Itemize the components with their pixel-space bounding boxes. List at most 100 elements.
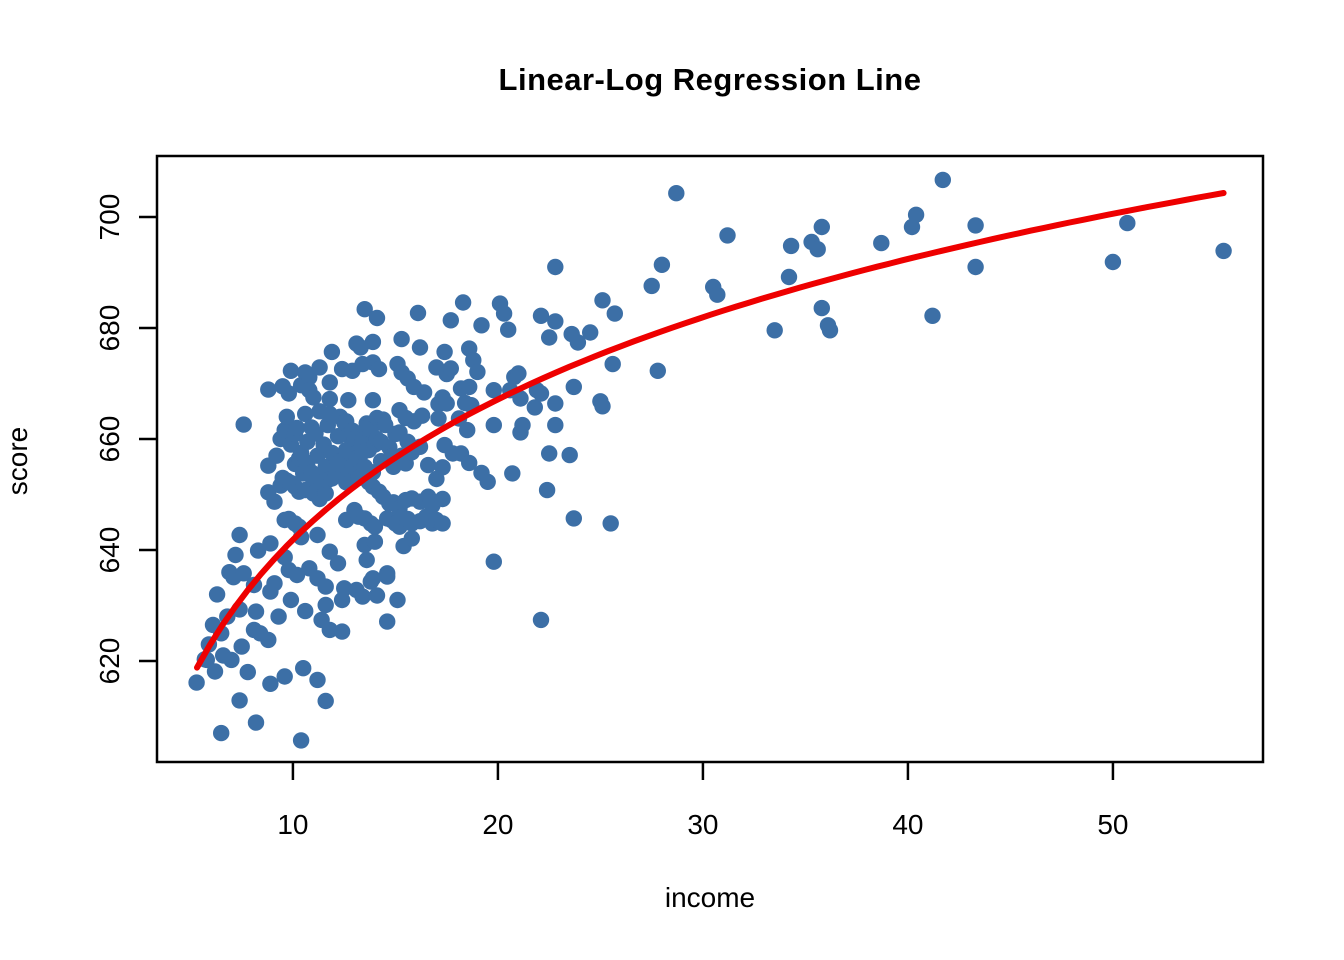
data-point xyxy=(643,277,660,295)
data-point xyxy=(292,732,310,749)
data-point xyxy=(434,515,451,532)
data-point xyxy=(495,305,513,322)
regression-line xyxy=(194,190,1227,671)
data-point xyxy=(438,395,455,412)
data-point xyxy=(282,362,300,379)
data-point xyxy=(231,526,248,544)
data-point xyxy=(1104,253,1122,271)
data-point xyxy=(297,602,314,620)
data-point xyxy=(393,330,410,348)
y-axis-tick-label: 640 xyxy=(94,527,125,574)
data-point xyxy=(309,671,326,689)
data-point xyxy=(461,454,478,472)
data-point xyxy=(924,307,941,324)
data-point xyxy=(260,631,277,649)
data-point xyxy=(1215,242,1232,260)
data-point xyxy=(434,459,451,476)
y-axis-tick-label: 620 xyxy=(94,638,125,685)
data-point xyxy=(317,578,334,595)
data-point xyxy=(188,674,205,691)
data-point xyxy=(510,365,527,382)
data-point xyxy=(321,374,338,391)
data-point xyxy=(766,322,783,339)
data-point xyxy=(653,256,671,273)
data-point xyxy=(411,339,429,356)
data-point xyxy=(514,416,531,434)
x-axis-tick-label: 50 xyxy=(1097,809,1128,840)
data-point xyxy=(239,663,256,681)
data-point xyxy=(782,237,800,255)
data-point xyxy=(352,339,369,356)
data-point xyxy=(461,378,478,396)
data-point xyxy=(479,473,496,490)
data-point xyxy=(606,305,623,322)
data-point xyxy=(288,419,306,437)
data-point xyxy=(594,292,611,309)
data-point xyxy=(266,493,283,510)
data-point xyxy=(340,392,357,409)
data-point xyxy=(532,611,550,629)
data-point xyxy=(821,322,839,339)
x-axis-tick-label: 30 xyxy=(687,809,718,840)
data-point xyxy=(368,309,386,327)
data-point xyxy=(206,663,224,680)
data-point xyxy=(582,324,599,341)
data-point xyxy=(389,591,406,609)
data-point xyxy=(288,566,306,584)
data-point xyxy=(280,385,297,402)
data-point xyxy=(967,258,984,276)
data-point xyxy=(333,623,351,640)
data-point xyxy=(649,362,666,379)
data-point xyxy=(317,596,334,614)
data-point xyxy=(317,692,334,710)
data-point xyxy=(967,217,984,234)
x-axis-tick-label: 40 xyxy=(892,809,923,840)
y-axis-tick-label: 700 xyxy=(94,194,125,241)
data-point xyxy=(442,312,459,329)
data-point xyxy=(668,185,685,202)
y-axis-tick-label: 660 xyxy=(94,416,125,463)
data-point xyxy=(813,218,830,236)
data-point xyxy=(473,317,490,334)
data-point xyxy=(379,613,396,630)
data-point xyxy=(213,724,230,742)
data-point xyxy=(358,551,375,569)
data-point xyxy=(379,568,396,585)
data-point xyxy=(602,515,619,532)
data-point xyxy=(403,530,420,547)
x-axis-tick-label: 20 xyxy=(482,809,513,840)
data-point xyxy=(780,268,798,286)
data-point xyxy=(329,555,347,572)
data-point xyxy=(247,603,265,620)
data-point xyxy=(415,384,433,401)
data-point xyxy=(561,446,578,464)
data-point xyxy=(430,410,447,427)
plot-box xyxy=(155,154,1265,764)
data-point xyxy=(485,416,502,434)
data-point xyxy=(317,485,334,502)
data-point xyxy=(270,608,287,625)
data-point xyxy=(276,668,293,685)
y-axis-tick-label: 680 xyxy=(94,305,125,352)
data-point xyxy=(297,405,314,423)
data-point xyxy=(420,456,437,474)
data-point xyxy=(233,638,250,655)
data-point xyxy=(454,294,472,311)
data-point xyxy=(873,234,890,252)
data-point xyxy=(565,510,582,527)
data-point xyxy=(364,392,382,409)
data-point xyxy=(485,553,502,570)
data-point xyxy=(907,206,925,223)
data-point xyxy=(813,299,830,317)
data-point xyxy=(368,587,386,604)
x-axis-label: income xyxy=(664,882,756,913)
data-point xyxy=(366,533,384,550)
data-point xyxy=(541,445,558,462)
data-point xyxy=(541,329,558,346)
data-point xyxy=(364,570,382,587)
data-point xyxy=(547,313,564,330)
data-point xyxy=(249,542,267,559)
data-point xyxy=(512,390,529,407)
data-point xyxy=(356,301,373,318)
data-point xyxy=(538,481,556,499)
